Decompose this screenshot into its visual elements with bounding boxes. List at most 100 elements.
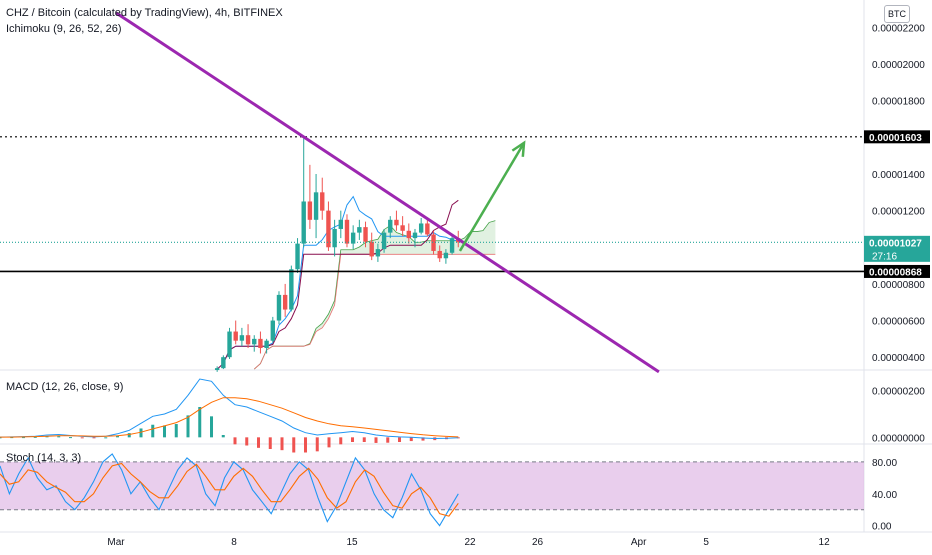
signal-line [0,397,459,438]
ichimoku-legend: Ichimoku (9, 26, 52, 26) [6,23,122,35]
macd-histogram-bar [280,437,284,451]
stoch-y-tick-label: 40.00 [872,490,897,501]
macd-histogram-bar [57,436,61,438]
candle-body [437,250,442,259]
price-tag-label: 0.00001027 [869,238,922,249]
x-tick-label: Mar [107,537,125,548]
candle-body [221,357,226,369]
x-tick-label: 12 [819,537,831,548]
y-tick-label: 0.00002200 [872,23,925,34]
macd-histogram-bar [233,437,237,445]
descending-trendline [115,11,660,374]
horizontal-lines [0,136,864,273]
macd-histogram-bar [327,437,331,448]
candle-body [233,331,238,341]
candle-body [375,249,381,257]
price-tag-target [864,130,930,144]
macd-histogram-bar [151,424,155,438]
macd-histogram-bar [257,437,261,448]
candle-body [289,269,294,310]
macd-histogram-bar [139,428,143,438]
candle-body [443,252,449,259]
candle-body [357,227,362,233]
candle-body [418,223,424,233]
x-tick-label: 5 [703,537,709,548]
candle-body [276,294,282,321]
y-tick-label: 0.00000400 [872,353,925,364]
stoch-band [0,461,864,510]
candle-body [245,335,251,345]
candle-body [332,228,337,248]
price-tag-support [864,264,930,278]
breakout-arrow [458,142,526,252]
candle-body [400,225,405,231]
macd-histogram-bar [398,437,402,442]
candle-body [425,223,430,235]
macd-histogram-bar [268,437,272,449]
x-tick-label: 26 [532,537,544,548]
candle-body [252,338,257,345]
stoch-d-line [0,462,459,517]
candle-body [214,368,220,370]
ichimoku-lines [216,195,459,370]
macd-histogram-bar [45,436,49,438]
macd-histogram-bar [374,437,378,443]
macd-histogram-bar [80,437,84,439]
candle-body [369,241,374,257]
arrow-head [511,140,526,157]
macd-histogram-bar [409,437,413,442]
candle-body [301,201,306,244]
candle-body [344,219,350,244]
macd-histogram-bar [421,437,425,441]
y-tick-label: 0.00001400 [872,170,925,181]
currency-button[interactable]: BTC [884,5,910,23]
macd-histogram-bar [104,437,108,439]
candle-body [431,234,436,251]
macd-histogram-bar [116,435,120,438]
y-tick-label: 0.00002000 [872,60,925,71]
macd-histogram-bar [174,424,178,438]
x-tick-label: Apr [631,537,647,548]
macd-histogram-bar [339,437,343,445]
candle-body [406,230,412,239]
macd-histogram-bar [92,437,96,439]
x-tick-label: 8 [231,537,237,548]
candle-body [258,338,263,349]
stoch-pane [0,453,864,527]
macd-histogram-bar [69,437,73,439]
macd-histogram-bar [362,437,366,442]
candle-body [412,232,418,239]
candle-body [295,243,300,270]
candles [214,136,461,372]
macd-histogram-bar [0,437,2,439]
macd-histogram-bar [210,416,214,438]
candle-body [264,340,269,349]
y-tick-label: 0.00000800 [872,280,925,291]
macd-histogram-bar [163,425,167,438]
candle-body [381,232,387,250]
candle-body [350,232,356,244]
stoch-y-tick-label: 80.00 [872,458,897,469]
stoch-y-tick-label: 0.00 [872,522,892,533]
candle-body [313,192,319,220]
candle-body [449,238,455,253]
grid [0,0,932,533]
stoch-k-line [0,453,459,527]
candle-body [388,219,393,233]
macd-pane [0,378,460,453]
candle-body [338,219,343,229]
macd-histogram-bar [22,437,26,439]
macd-histogram-bar [315,437,319,452]
candle-body [270,320,275,341]
macd-histogram-bar [221,435,225,438]
candle-body [394,219,399,226]
macd-histogram-bar [386,437,390,443]
cloud-area [254,220,496,370]
chart-title: CHZ / Bitcoin (calculated by TradingView… [6,7,283,19]
macd-histogram-bar [351,437,355,442]
countdown-label: 27:16 [872,251,897,262]
macd-histogram-bar [186,415,190,438]
candle-body [282,294,288,310]
macd-histogram-bar [245,437,249,446]
